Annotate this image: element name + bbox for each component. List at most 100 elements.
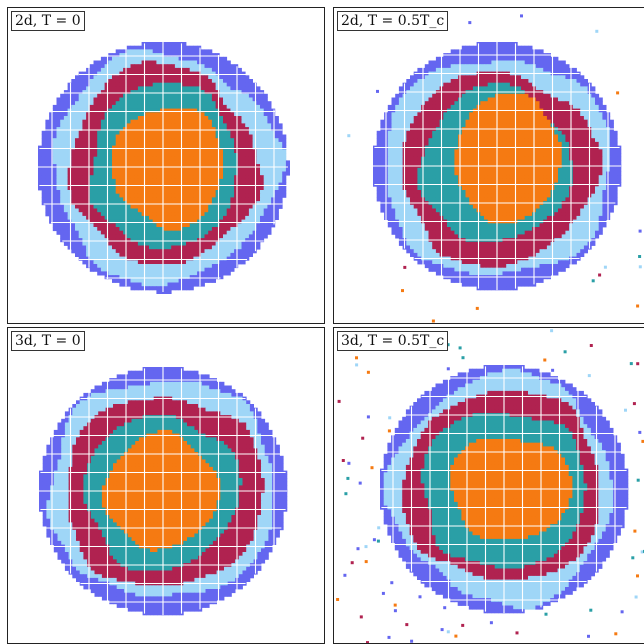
periwinkle-ring-cell xyxy=(53,120,57,124)
light-blue-ring-cell xyxy=(205,257,209,261)
teal-ring-cell xyxy=(105,123,109,127)
light-blue-ring-cell xyxy=(105,257,109,261)
periwinkle-ring-cell xyxy=(279,135,283,139)
light-blue-ring-cell xyxy=(279,164,283,168)
core-region-cell xyxy=(131,164,135,168)
periwinkle-ring-cell xyxy=(75,86,79,90)
core-region-cell xyxy=(131,123,135,127)
light-blue-ring-cell xyxy=(565,83,569,87)
core-region-cell xyxy=(164,146,168,150)
crimson-ring-cell xyxy=(131,79,135,83)
periwinkle-ring-cell xyxy=(417,68,421,72)
core-region-cell xyxy=(112,172,116,176)
crimson-ring-cell xyxy=(134,68,138,72)
light-blue-ring-cell xyxy=(238,90,242,94)
periwinkle-ring-cell xyxy=(57,123,61,127)
teal-ring-cell xyxy=(168,238,172,242)
crimson-ring-cell xyxy=(97,220,101,224)
light-blue-ring-cell xyxy=(256,216,260,220)
light-blue-ring-cell xyxy=(223,253,227,257)
core-region-cell xyxy=(517,142,521,146)
light-blue-ring-cell xyxy=(264,160,268,164)
periwinkle-ring-cell xyxy=(380,142,384,146)
light-blue-ring-cell xyxy=(599,112,603,116)
light-blue-ring-cell xyxy=(227,253,231,257)
teal-ring-cell xyxy=(90,194,94,198)
crimson-ring-cell xyxy=(127,75,131,79)
periwinkle-ring-cell xyxy=(238,75,242,79)
light-blue-ring-cell xyxy=(267,146,271,150)
periwinkle-ring-cell xyxy=(267,109,271,113)
teal-ring-cell xyxy=(105,172,109,176)
periwinkle-ring-cell xyxy=(230,253,234,257)
core-region-cell xyxy=(160,179,164,183)
core-region-cell xyxy=(469,120,473,124)
light-blue-ring-cell xyxy=(97,253,101,257)
crimson-ring-cell xyxy=(234,131,238,135)
crimson-ring-cell xyxy=(447,98,451,102)
core-region-cell xyxy=(201,112,205,116)
core-region-cell xyxy=(156,123,160,127)
teal-ring-cell xyxy=(112,212,116,216)
light-blue-ring-cell xyxy=(64,168,68,172)
crimson-ring-cell xyxy=(238,135,242,139)
crimson-ring-cell xyxy=(179,79,183,83)
core-region-cell xyxy=(138,153,142,157)
crimson-ring-cell xyxy=(138,253,142,257)
crimson-ring-cell xyxy=(577,123,581,127)
core-region-cell xyxy=(134,123,138,127)
teal-ring-cell xyxy=(108,135,112,139)
teal-ring-cell xyxy=(138,242,142,246)
core-region-cell xyxy=(134,194,138,198)
periwinkle-ring-cell xyxy=(528,46,532,50)
core-region-cell xyxy=(193,116,197,120)
crimson-ring-cell xyxy=(212,83,216,87)
crimson-ring-cell xyxy=(108,234,112,238)
periwinkle-ring-cell xyxy=(282,172,286,176)
core-region-cell xyxy=(134,201,138,205)
crimson-ring-cell xyxy=(90,120,94,124)
teal-ring-cell xyxy=(168,101,172,105)
light-blue-ring-cell xyxy=(223,90,227,94)
teal-ring-cell xyxy=(164,105,168,109)
teal-ring-cell xyxy=(186,90,190,94)
core-region-cell xyxy=(160,131,164,135)
periwinkle-ring-cell xyxy=(488,42,492,46)
crimson-ring-cell xyxy=(68,168,72,172)
light-blue-ring-cell xyxy=(425,83,429,87)
teal-ring-cell xyxy=(119,116,123,120)
teal-ring-cell xyxy=(223,201,227,205)
crimson-ring-cell xyxy=(179,246,183,250)
teal-ring-cell xyxy=(94,157,98,161)
light-blue-ring-cell xyxy=(227,101,231,105)
teal-ring-cell xyxy=(105,138,109,142)
teal-ring-cell xyxy=(116,212,120,216)
periwinkle-ring-cell xyxy=(610,123,614,127)
core-region-cell xyxy=(179,212,183,216)
periwinkle-ring-cell xyxy=(245,75,249,79)
crimson-ring-cell xyxy=(219,112,223,116)
crimson-ring-cell xyxy=(105,101,109,105)
teal-ring-cell xyxy=(123,105,127,109)
periwinkle-ring-cell xyxy=(392,98,396,102)
periwinkle-ring-cell xyxy=(171,53,175,57)
crimson-ring-cell xyxy=(90,168,94,172)
periwinkle-ring-cell xyxy=(584,83,588,87)
light-blue-ring-cell xyxy=(182,61,186,65)
core-region-cell xyxy=(503,131,507,135)
light-blue-ring-cell xyxy=(223,83,227,87)
teal-ring-cell xyxy=(131,216,135,220)
light-blue-ring-cell xyxy=(138,61,142,65)
periwinkle-ring-cell xyxy=(168,290,172,294)
crimson-ring-cell xyxy=(190,242,194,246)
teal-ring-cell xyxy=(153,231,157,235)
core-region-cell xyxy=(205,146,209,150)
teal-ring-cell xyxy=(131,212,135,216)
core-region-cell xyxy=(131,190,135,194)
teal-ring-cell xyxy=(193,90,197,94)
crimson-ring-cell xyxy=(432,94,436,98)
light-blue-ring-cell xyxy=(528,75,532,79)
crimson-ring-cell xyxy=(230,127,234,131)
periwinkle-ring-cell xyxy=(540,57,544,61)
light-blue-ring-cell xyxy=(57,149,61,153)
